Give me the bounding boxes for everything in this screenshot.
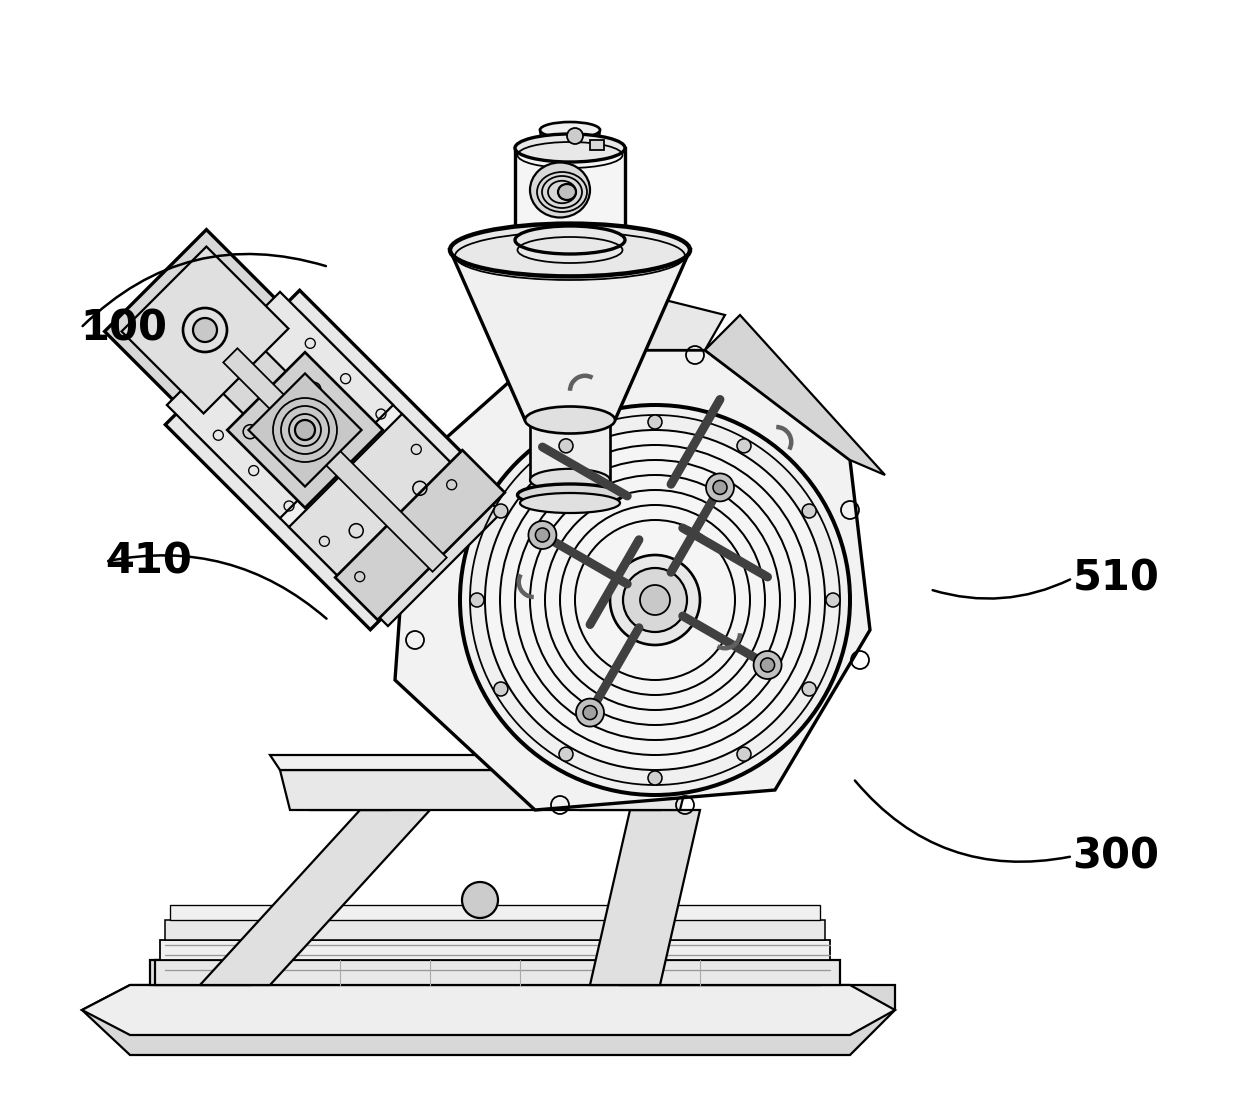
Circle shape <box>470 593 484 607</box>
Polygon shape <box>525 295 725 350</box>
Polygon shape <box>208 337 321 449</box>
Circle shape <box>754 651 781 679</box>
Polygon shape <box>310 759 391 810</box>
Circle shape <box>610 555 701 645</box>
Polygon shape <box>580 759 660 810</box>
Circle shape <box>463 882 498 919</box>
Circle shape <box>559 439 573 453</box>
Polygon shape <box>450 250 689 420</box>
Ellipse shape <box>450 224 689 277</box>
Polygon shape <box>515 148 625 240</box>
Ellipse shape <box>529 469 610 492</box>
Polygon shape <box>155 960 839 985</box>
Circle shape <box>528 522 557 549</box>
Polygon shape <box>165 920 825 940</box>
Polygon shape <box>82 985 895 1055</box>
Ellipse shape <box>515 226 625 254</box>
Polygon shape <box>706 315 885 475</box>
Polygon shape <box>227 353 383 508</box>
Polygon shape <box>200 810 430 985</box>
Polygon shape <box>590 140 604 150</box>
Polygon shape <box>165 290 505 629</box>
Circle shape <box>583 706 596 719</box>
Circle shape <box>649 771 662 785</box>
Ellipse shape <box>515 135 625 162</box>
Circle shape <box>559 747 573 761</box>
Ellipse shape <box>525 407 615 434</box>
Circle shape <box>760 658 775 672</box>
Polygon shape <box>529 420 610 480</box>
Polygon shape <box>396 350 870 810</box>
Text: 300: 300 <box>1073 835 1159 877</box>
Circle shape <box>536 528 549 542</box>
Circle shape <box>567 128 583 143</box>
Circle shape <box>494 682 508 696</box>
Circle shape <box>577 698 604 726</box>
Polygon shape <box>335 450 505 619</box>
Ellipse shape <box>542 141 598 155</box>
Circle shape <box>802 504 816 518</box>
Circle shape <box>295 420 315 440</box>
Circle shape <box>485 430 825 770</box>
Polygon shape <box>160 940 830 960</box>
Polygon shape <box>223 348 446 572</box>
Circle shape <box>826 593 839 607</box>
Circle shape <box>640 585 670 615</box>
Polygon shape <box>248 374 362 487</box>
Circle shape <box>706 474 734 502</box>
Polygon shape <box>82 985 895 1035</box>
Text: 100: 100 <box>81 307 167 349</box>
Circle shape <box>494 504 508 518</box>
Polygon shape <box>280 770 689 810</box>
Polygon shape <box>289 414 501 626</box>
Text: 410: 410 <box>105 540 192 583</box>
Circle shape <box>737 439 751 453</box>
Polygon shape <box>620 960 820 985</box>
Polygon shape <box>539 130 600 148</box>
Ellipse shape <box>539 122 600 138</box>
Polygon shape <box>122 247 289 414</box>
Ellipse shape <box>529 162 590 218</box>
Polygon shape <box>590 810 701 985</box>
Polygon shape <box>186 311 484 608</box>
Circle shape <box>622 568 687 632</box>
Circle shape <box>737 747 751 761</box>
Polygon shape <box>104 229 305 430</box>
Text: 510: 510 <box>1073 557 1159 599</box>
Circle shape <box>193 318 217 342</box>
Polygon shape <box>167 291 393 518</box>
Ellipse shape <box>517 484 622 506</box>
Ellipse shape <box>520 493 620 513</box>
Polygon shape <box>270 755 701 770</box>
Circle shape <box>649 415 662 429</box>
Circle shape <box>802 682 816 696</box>
Polygon shape <box>150 960 250 985</box>
Circle shape <box>713 480 727 495</box>
Circle shape <box>460 405 849 795</box>
Polygon shape <box>170 905 820 920</box>
Ellipse shape <box>558 183 577 200</box>
